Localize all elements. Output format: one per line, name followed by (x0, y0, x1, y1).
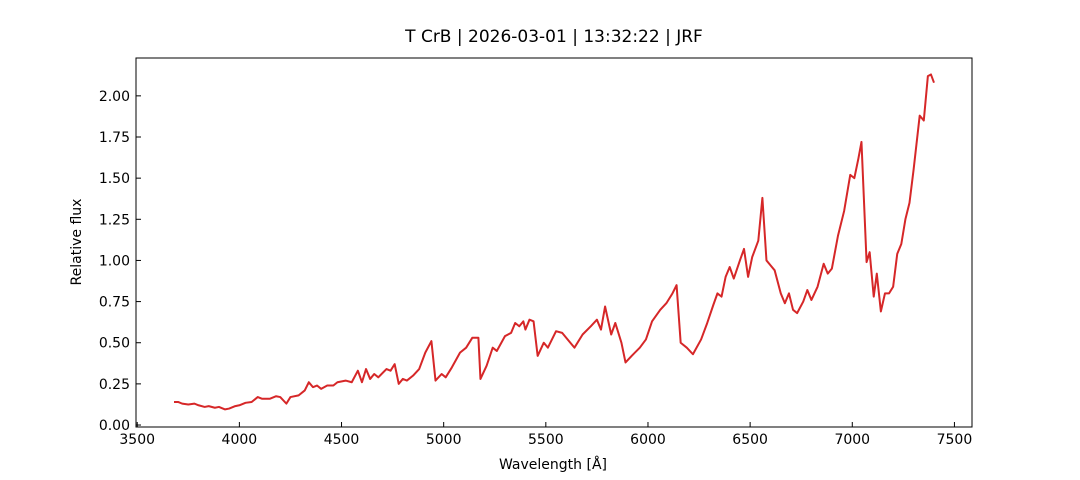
x-tick-label: 6000 (630, 432, 666, 448)
y-tick-label: 1.00 (99, 253, 130, 269)
x-tick-label: 4500 (324, 432, 360, 448)
y-tick-label: 1.50 (99, 171, 130, 187)
y-tick-label: 1.25 (99, 212, 130, 228)
x-tick-label: 3500 (119, 432, 155, 448)
x-tick-label: 7500 (937, 432, 973, 448)
y-tick-label: 0.75 (99, 295, 130, 311)
y-tick-label: 0.00 (99, 418, 130, 434)
x-axis-label: Wavelength [Å] (499, 456, 607, 473)
chart-title: T CrB | 2026-03-01 | 13:32:22 | JRF (404, 27, 703, 47)
x-tick-label: 7000 (834, 432, 870, 448)
x-tick-label: 5000 (426, 432, 462, 448)
x-tick-label: 5500 (528, 432, 564, 448)
x-tick-label: 6500 (732, 432, 768, 448)
y-tick-label: 1.75 (99, 130, 130, 146)
spectrum-line (174, 73, 935, 411)
y-tick-label: 0.25 (99, 377, 130, 393)
plot-frame (135, 57, 973, 428)
y-tick-label: 0.50 (99, 336, 130, 352)
y-axis-label: Relative flux (69, 199, 85, 286)
x-tick-label: 4000 (222, 432, 258, 448)
y-tick-label: 2.00 (99, 89, 130, 105)
